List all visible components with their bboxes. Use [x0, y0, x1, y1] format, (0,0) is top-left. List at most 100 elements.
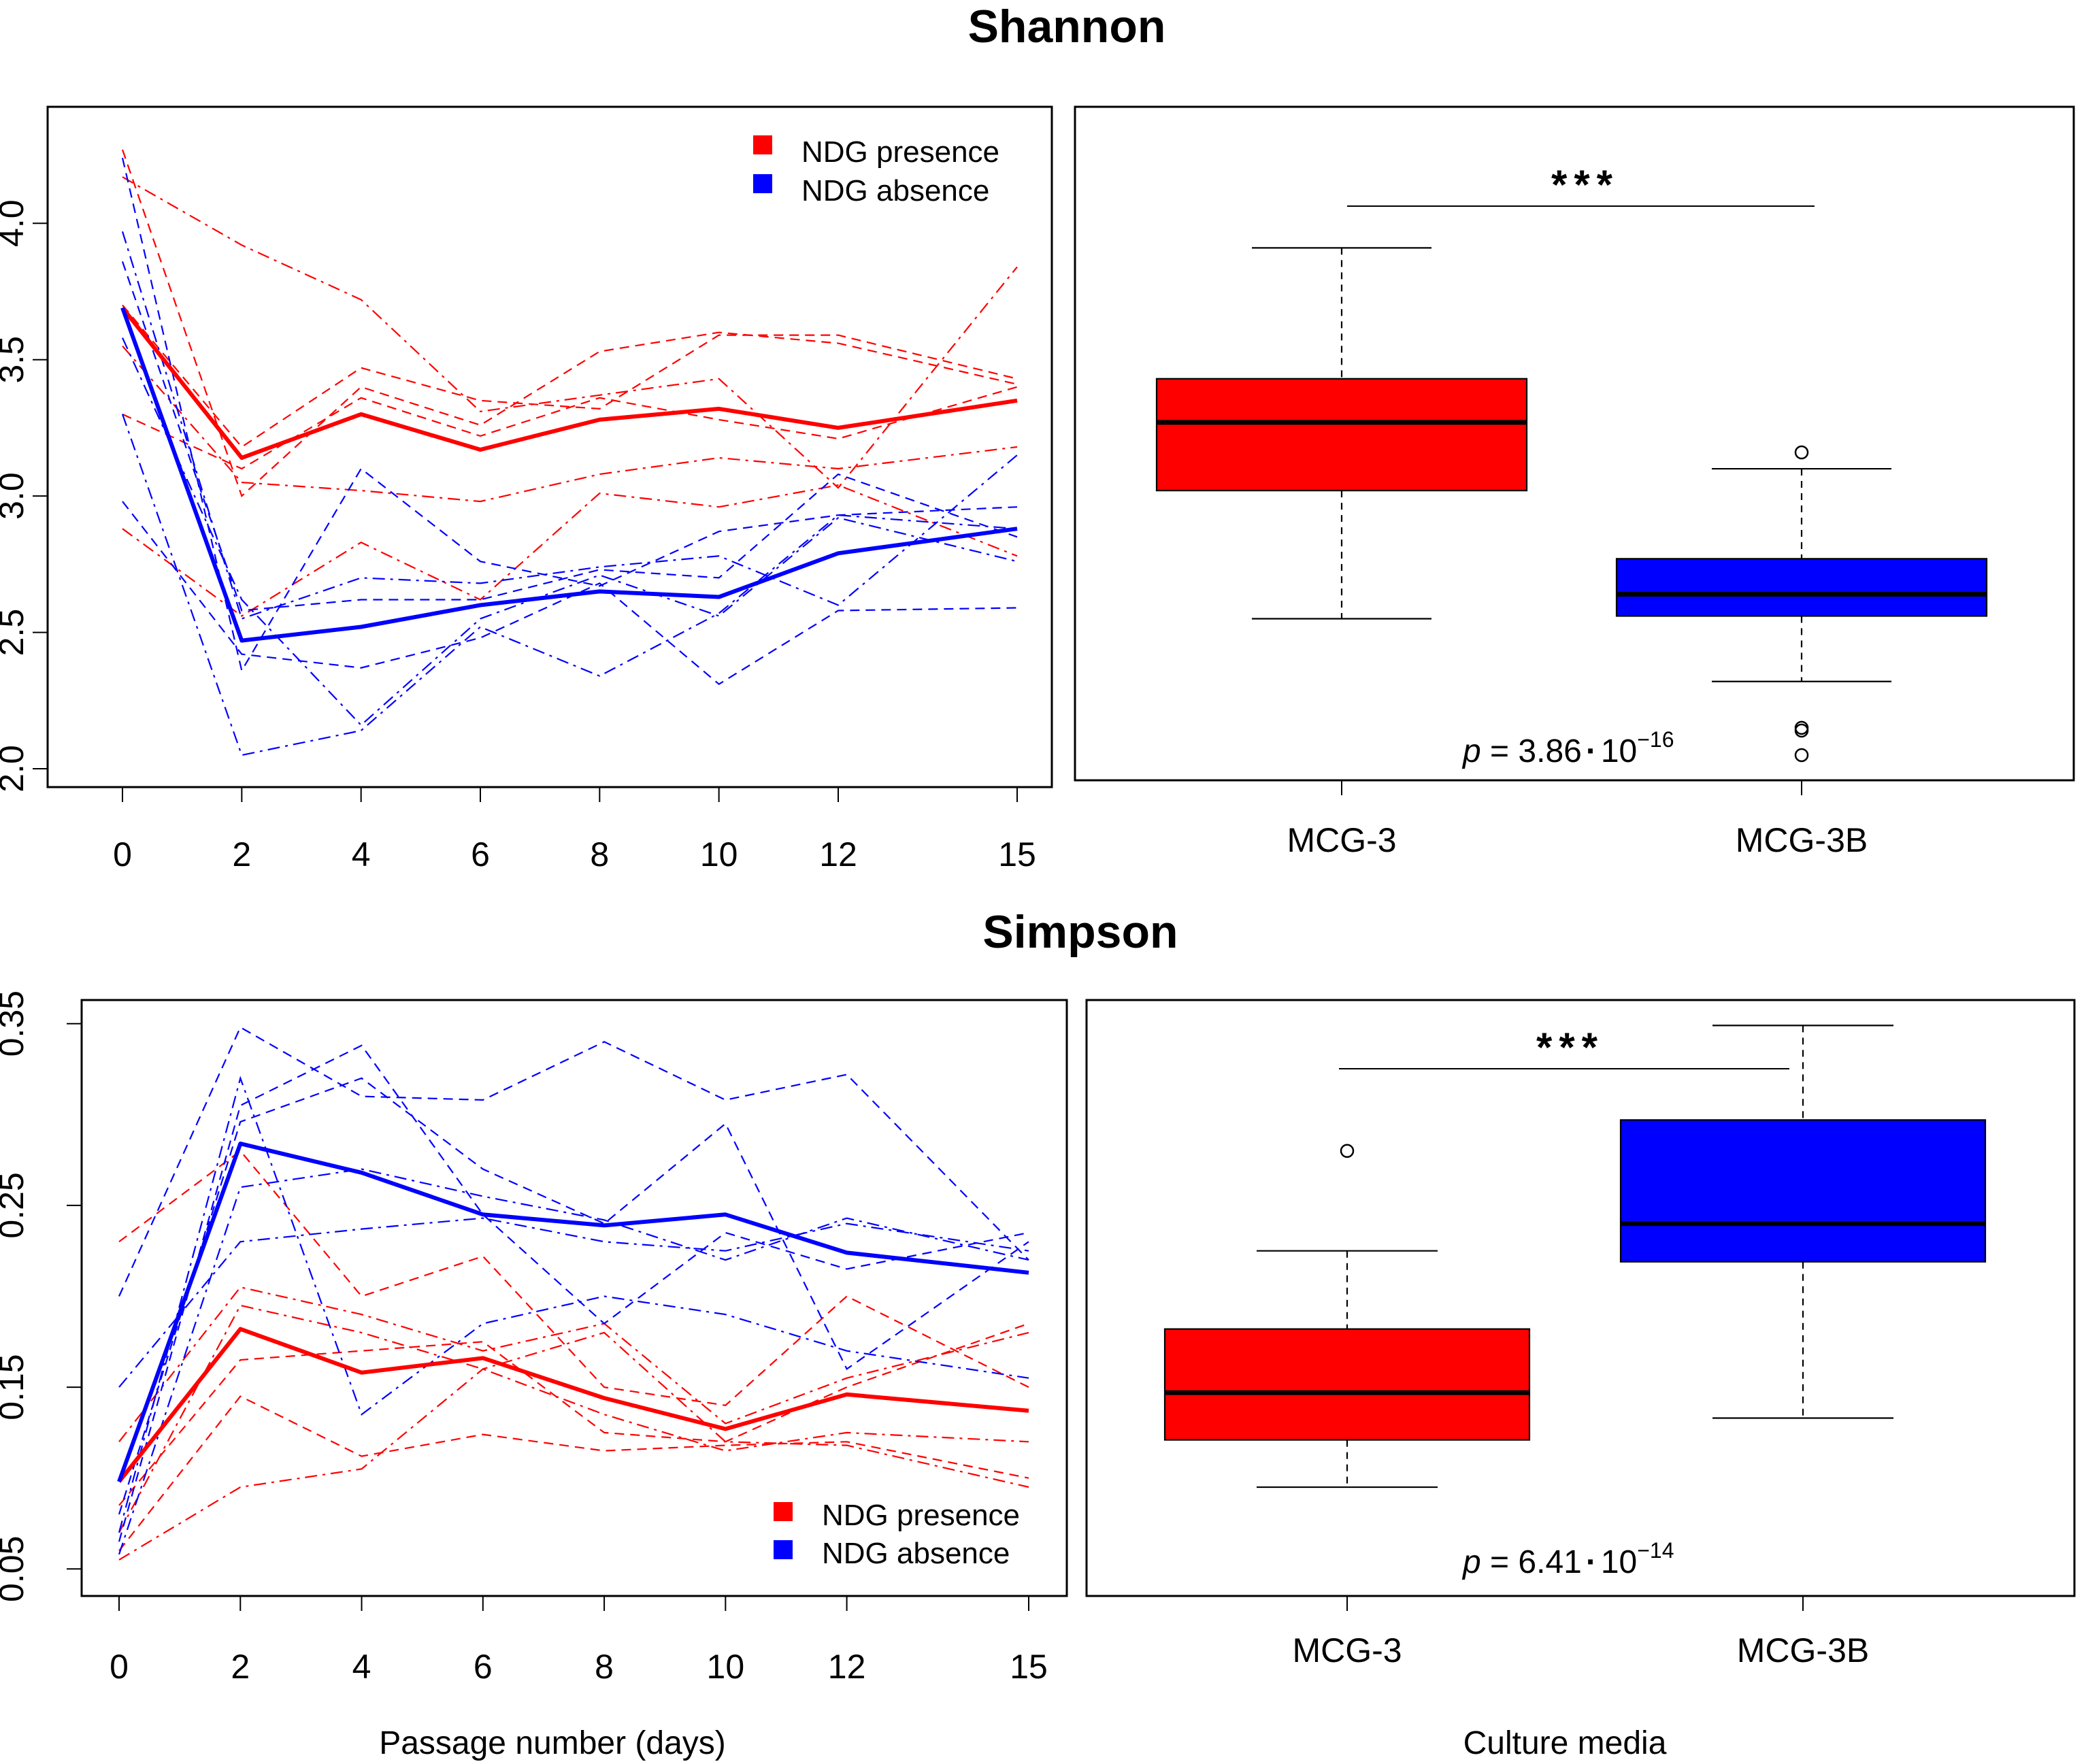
replicate-line [118, 1286, 1029, 1442]
mean-line [120, 307, 1018, 643]
replicate-line [118, 1304, 1029, 1533]
replicate-line [118, 1076, 1029, 1533]
replicate-line [122, 345, 1018, 503]
y-tick-label: 4.0 [0, 200, 31, 248]
x-tick-label: MCG-3B [1737, 1631, 1869, 1669]
iqr-box [1619, 1119, 1987, 1263]
legend-key-absent [753, 174, 772, 193]
x-tick-label: 4 [352, 835, 371, 873]
shannon-significance-stars: *** [1551, 162, 1619, 207]
x-tick-label: 12 [828, 1648, 866, 1686]
shannon-trend-x-axis: 0 2 4 6 8 10 12 15 [113, 786, 1036, 873]
shannon-significance: *** [1347, 162, 1815, 207]
simpson-trend-y-axis: 0.05 0.15 0.25 0.35 [0, 991, 82, 1602]
replicate-line [118, 1331, 1029, 1561]
simpson-trend-legend: NDG presence NDG absence [774, 1499, 1020, 1570]
simpson-trend-panel: Simpson 0 2 4 6 8 10 12 15 0.05 0.15 0.25 0.35 NDG… [0, 906, 1178, 1761]
replicate-line [121, 149, 1018, 498]
simpson-trend-x-axis: 0 2 4 6 8 10 12 15 [110, 1595, 1048, 1686]
replicate-line [121, 414, 1018, 756]
replicate-line [118, 1322, 1029, 1506]
y-tick-label: 0.05 [0, 1536, 31, 1602]
simpson-significance-stars: *** [1536, 1025, 1604, 1070]
replicate-line [122, 501, 1018, 686]
iqr-box [1163, 1328, 1531, 1441]
y-tick-label: 0.25 [0, 1172, 31, 1238]
replicate-line [121, 261, 1018, 612]
shannon-box-x-axis: MCG-3 MCG-3B [1287, 780, 1868, 859]
shannon-trend-panel: Shannon 0 2 4 6 8 10 12 15 2.0 2.5 3.0 3.5 4.0 NDG … [0, 1, 1165, 873]
shannon-trend-legend: NDG presence NDG absence [753, 135, 999, 207]
legend-label-absent: NDG absence [801, 174, 989, 207]
x-tick-label: 8 [590, 835, 609, 873]
shannon-box-panel: MCG-3 MCG-3B *** p = 3.86 · 10−16 [1074, 105, 2075, 859]
x-tick-label: 4 [352, 1648, 371, 1686]
x-tick-label: 10 [707, 1648, 745, 1686]
x-tick-label: MCG-3 [1287, 821, 1396, 859]
iqr-box [1155, 378, 1528, 492]
replicate-line [122, 484, 1018, 617]
replicate-line [118, 1026, 1029, 1297]
replicate-line [121, 337, 1018, 727]
simpson-box-plot-frame [1085, 999, 2076, 1597]
x-tick-label: MCG-3B [1736, 821, 1868, 859]
x-tick-label: 0 [110, 1648, 129, 1686]
legend-key-present [774, 1502, 793, 1521]
mean-line [117, 1142, 1029, 1483]
shannon-p-value: p = 3.86 · 10−16 [1461, 727, 1674, 769]
simpson-p-value: p = 6.41 · 10−14 [1461, 1538, 1674, 1580]
x-tick-label: 15 [1010, 1648, 1048, 1686]
x-tick-label: 0 [113, 835, 132, 873]
simpson-box-x-axis: MCG-3 MCG-3B [1292, 1595, 1869, 1669]
legend-key-present [753, 135, 772, 154]
simpson-box-panel: MCG-3 MCG-3B *** p = 6.41 · 10−14 Culture m… [1085, 999, 2076, 1761]
iqr-box [1615, 558, 1988, 617]
shannon-trend-series [120, 149, 1018, 756]
shannon-trend-y-axis: 2.0 2.5 3.0 3.5 4.0 [0, 200, 48, 793]
replicate-line [118, 1395, 1029, 1552]
y-tick-label: 0.15 [0, 1354, 31, 1420]
replicate-line [122, 304, 1018, 448]
replicate-line [118, 1217, 1029, 1388]
y-tick-label: 3.0 [0, 472, 31, 520]
x-tick-label: MCG-3 [1292, 1631, 1402, 1669]
replicate-line [118, 1168, 1029, 1555]
outlier-point [1340, 1144, 1355, 1158]
simpson-trend-series [117, 1026, 1029, 1561]
x-tick-label: 2 [232, 835, 251, 873]
culture-media-axis-title: Culture media [1463, 1725, 1667, 1761]
x-tick-label: 10 [700, 835, 738, 873]
x-tick-label: 2 [231, 1648, 250, 1686]
legend-label-present: NDG presence [801, 135, 999, 169]
simpson-significance: *** [1339, 1025, 1789, 1070]
y-tick-label: 2.0 [0, 745, 31, 793]
outlier-point [1794, 720, 1809, 735]
shannon-title: Shannon [968, 1, 1166, 52]
y-tick-label: 2.5 [0, 609, 31, 656]
x-tick-label: 15 [998, 835, 1036, 873]
shannon-trend-plot-frame [46, 105, 1053, 788]
legend-key-absent [774, 1540, 793, 1559]
outlier-point [1794, 445, 1809, 460]
outlier-point [1794, 723, 1809, 738]
legend-label-present: NDG presence [822, 1499, 1020, 1532]
shannon-boxes [1155, 247, 1988, 763]
replicate-line [122, 386, 1018, 470]
y-tick-label: 3.5 [0, 336, 31, 384]
legend-label-absent: NDG absence [822, 1537, 1010, 1570]
simpson-x-axis-title: Passage number (days) [379, 1725, 726, 1761]
simpson-title: Simpson [982, 906, 1178, 958]
x-tick-label: 6 [471, 835, 490, 873]
replicate-line [118, 1077, 1029, 1515]
x-tick-label: 8 [595, 1648, 614, 1686]
mean-line [120, 306, 1018, 460]
y-tick-label: 0.35 [0, 991, 31, 1056]
replicate-line [122, 176, 1018, 489]
replicate-line [118, 1044, 1029, 1542]
mean-line [117, 1327, 1029, 1483]
outlier-point [1794, 748, 1809, 763]
x-tick-label: 6 [474, 1648, 493, 1686]
simpson-boxes [1163, 1025, 1987, 1488]
x-tick-label: 12 [819, 835, 857, 873]
